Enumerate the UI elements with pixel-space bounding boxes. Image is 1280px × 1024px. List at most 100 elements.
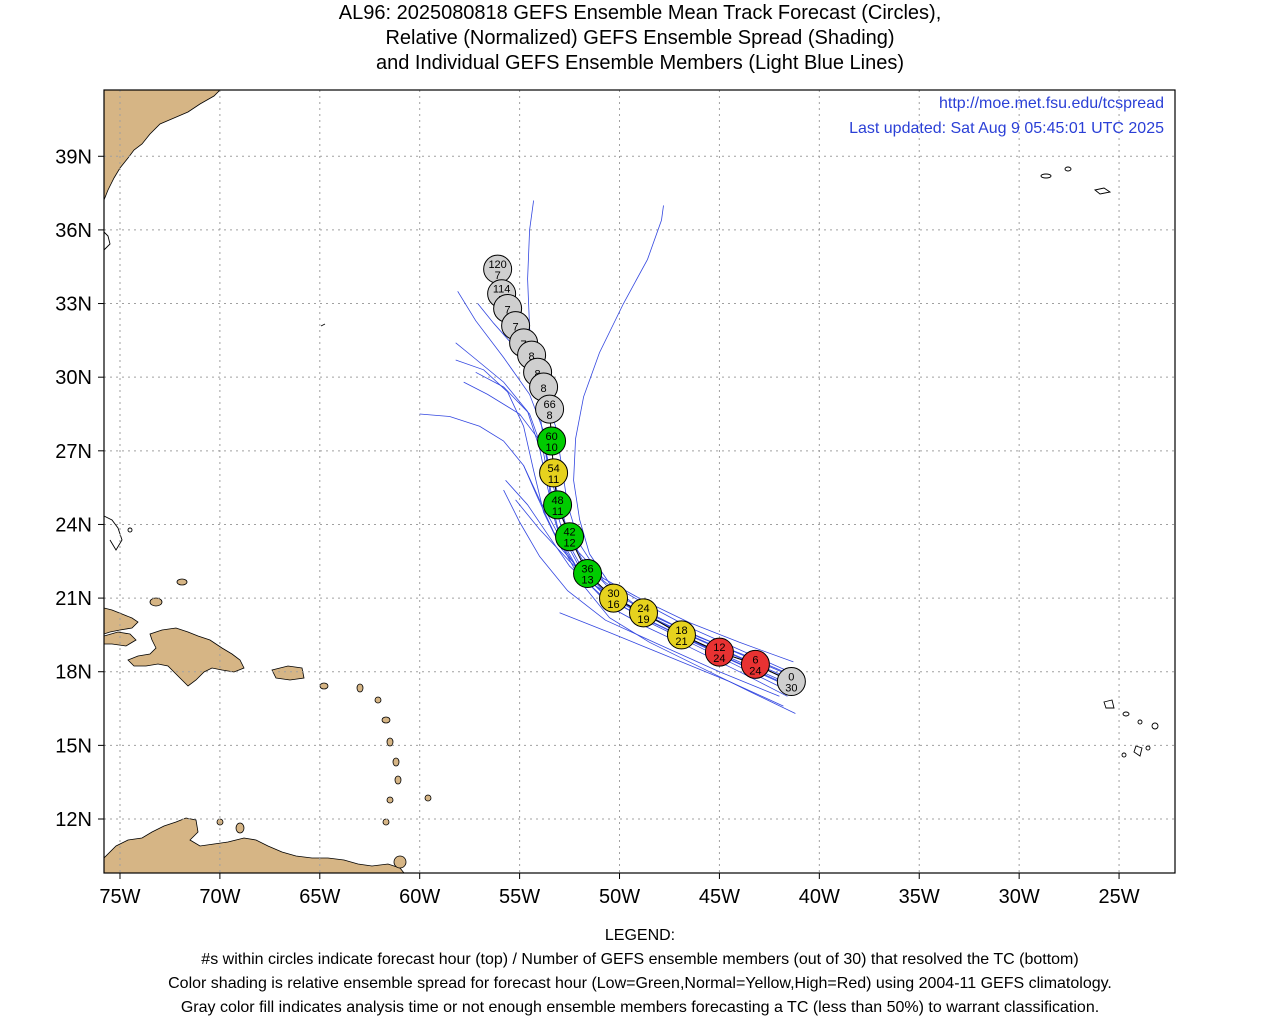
lat-tick-label: 39N bbox=[55, 146, 92, 168]
lat-tick-label: 24N bbox=[55, 514, 92, 536]
forecast-circle: 8 bbox=[529, 372, 559, 402]
forecast-hour-label: 24 bbox=[637, 603, 649, 615]
member-count-label: 30 bbox=[785, 683, 797, 695]
title-line-3: and Individual GEFS Ensemble Members (Li… bbox=[375, 52, 905, 74]
lon-tick-label: 25W bbox=[1098, 886, 1139, 908]
member-count-label: 8 bbox=[541, 383, 547, 395]
island-outline bbox=[1122, 711, 1130, 717]
track-map: 1207114777788866860105411481142123613301… bbox=[55, 89, 1176, 908]
lon-tick-label: 40W bbox=[799, 886, 840, 908]
lon-tick-label: 55W bbox=[499, 886, 540, 908]
land-island bbox=[424, 794, 432, 802]
land-island bbox=[392, 757, 400, 767]
member-count-label: 7 bbox=[495, 270, 501, 282]
land-island bbox=[386, 737, 394, 747]
forecast-circle-fill bbox=[539, 458, 569, 488]
forecast-circle-fill bbox=[628, 598, 658, 628]
land-island bbox=[149, 597, 163, 607]
member-count-label: 7 bbox=[513, 322, 519, 334]
lat-tick-label: 21N bbox=[55, 588, 92, 610]
island-outline bbox=[1121, 752, 1127, 758]
lat-tick-label: 12N bbox=[55, 809, 92, 831]
lat-tick-label: 27N bbox=[55, 441, 92, 463]
island-outline bbox=[320, 323, 326, 327]
forecast-circle-fill bbox=[704, 637, 734, 667]
land-masses bbox=[104, 90, 432, 873]
mean-track-circles: 1207114777788866860105411481142123613301… bbox=[483, 254, 806, 697]
forecast-hour-label: 42 bbox=[563, 527, 575, 539]
island-outline bbox=[1064, 166, 1072, 172]
land-island bbox=[356, 683, 364, 693]
island-outline bbox=[127, 527, 133, 533]
legend-line-3: Gray color fill indicates analysis time … bbox=[180, 999, 1100, 1016]
land-island bbox=[235, 822, 245, 834]
forecast-hour-label: 18 bbox=[675, 625, 687, 637]
island-outline bbox=[1137, 719, 1143, 725]
member-count-label: 8 bbox=[529, 351, 535, 363]
island-outline bbox=[1093, 187, 1112, 195]
land-puerto-rico bbox=[271, 665, 305, 681]
forecast-hour-label: 12 bbox=[713, 642, 725, 654]
member-count-label: 19 bbox=[637, 614, 649, 626]
forecast-circle: 624 bbox=[740, 649, 770, 679]
forecast-circle-fill bbox=[555, 522, 585, 552]
member-count-label: 24 bbox=[749, 665, 761, 677]
lat-tick-label: 18N bbox=[55, 662, 92, 684]
member-count-label: 13 bbox=[581, 575, 593, 587]
land-jamaica bbox=[104, 631, 137, 647]
lon-tick-label: 35W bbox=[899, 886, 940, 908]
lon-tick-label: 65W bbox=[299, 886, 340, 908]
forecast-hour-label: 6 bbox=[752, 654, 758, 666]
lat-tick-label: 33N bbox=[55, 294, 92, 316]
legend-heading: LEGEND: bbox=[604, 927, 676, 944]
source-url[interactable]: http://moe.met.fsu.edu/tcspread bbox=[939, 95, 1164, 112]
member-track bbox=[573, 205, 790, 673]
title-line-1: AL96: 2025080818 GEFS Ensemble Mean Trac… bbox=[338, 2, 942, 24]
member-count-label: 16 bbox=[607, 599, 619, 611]
land-island bbox=[374, 696, 382, 704]
legend: LEGEND: #s within circles indicate forec… bbox=[0, 924, 1280, 1020]
forecast-circle: 668 bbox=[535, 394, 565, 424]
forecast-circle-fill bbox=[599, 583, 629, 613]
legend-line-1: #s within circles indicate forecast hour… bbox=[201, 951, 1079, 968]
forecast-circle: 030 bbox=[776, 667, 806, 697]
axis-ticks: 75W 70W 65W 60W 55W 50W 45W 40W 35W 30W 25W 39N 36N 3… bbox=[55, 146, 1139, 908]
land-south-america bbox=[104, 817, 405, 873]
island-outline bbox=[1133, 745, 1143, 757]
plot-frame bbox=[103, 89, 1176, 874]
lon-tick-label: 45W bbox=[699, 886, 740, 908]
land-island bbox=[381, 716, 391, 724]
lon-tick-label: 70W bbox=[199, 886, 240, 908]
lon-tick-label: 30W bbox=[999, 886, 1040, 908]
lon-tick-label: 50W bbox=[599, 886, 640, 908]
forecast-hour-label: 30 bbox=[607, 588, 619, 600]
lat-tick-label: 30N bbox=[55, 367, 92, 389]
member-count-label: 7 bbox=[505, 304, 511, 316]
island-outline bbox=[1145, 745, 1151, 751]
plot-background bbox=[104, 90, 1175, 873]
forecast-circle-fill bbox=[776, 667, 806, 697]
land-island bbox=[176, 578, 188, 586]
land-island bbox=[319, 682, 329, 690]
lat-tick-label: 36N bbox=[55, 220, 92, 242]
forecast-hour-label: 120 bbox=[488, 259, 506, 271]
member-count-label: 8 bbox=[547, 410, 553, 422]
forecast-circle-fill bbox=[740, 649, 770, 679]
land-island bbox=[382, 818, 390, 826]
member-count-label: 12 bbox=[563, 538, 575, 550]
legend-line-2: Color shading is relative ensemble sprea… bbox=[168, 975, 1112, 992]
lon-tick-label: 60W bbox=[399, 886, 440, 908]
land-hispaniola bbox=[127, 627, 245, 687]
member-track bbox=[503, 489, 780, 697]
forecast-circle-fill bbox=[535, 394, 565, 424]
forecast-hour-label: 114 bbox=[493, 284, 511, 296]
